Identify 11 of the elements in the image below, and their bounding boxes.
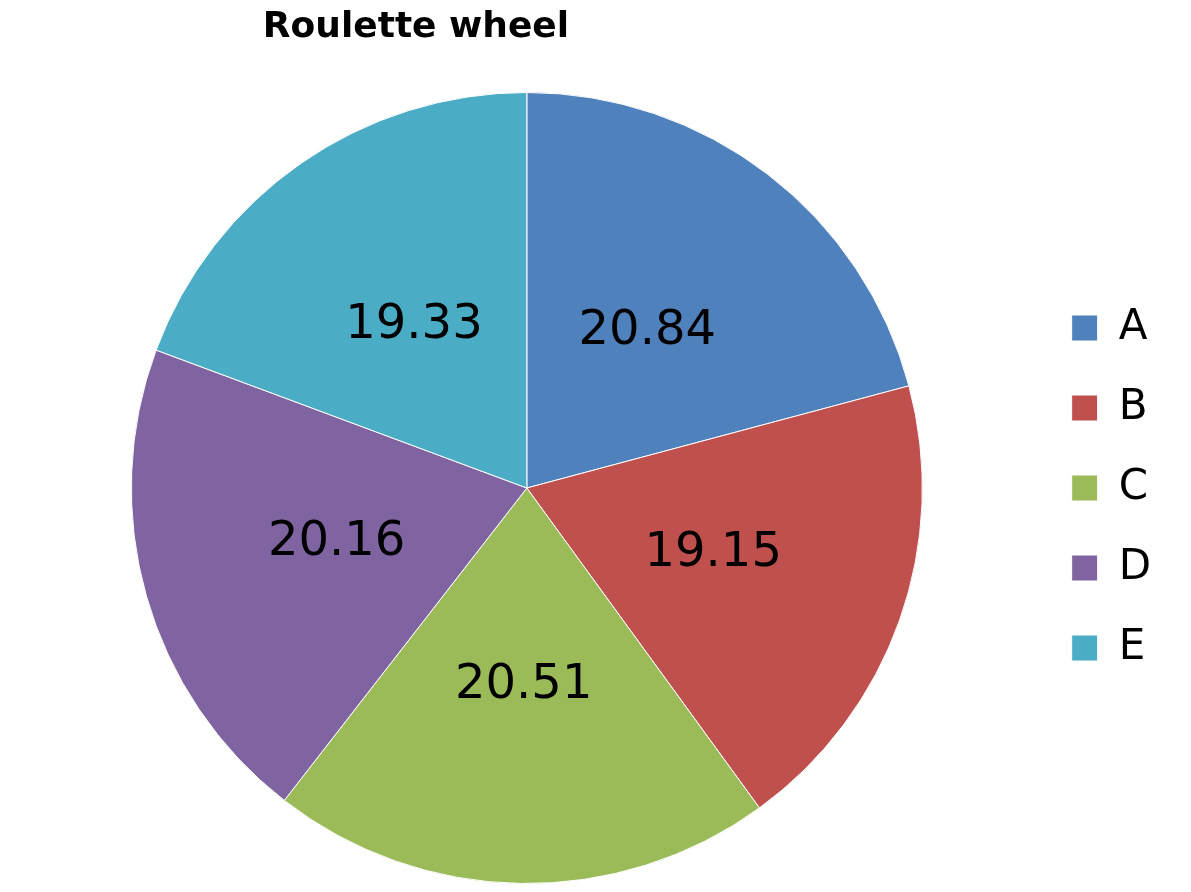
legend-label: E <box>1118 619 1146 669</box>
legend-label: C <box>1118 459 1148 509</box>
legend-label: D <box>1118 539 1151 589</box>
chart-title: Roulette wheel <box>261 4 571 45</box>
data-label: 20.16 <box>267 509 406 566</box>
data-label: 20.51 <box>455 653 593 710</box>
legend-label: B <box>1118 379 1148 429</box>
legend-label: A <box>1118 299 1148 349</box>
data-label: 19.33 <box>345 293 483 350</box>
data-label: 20.84 <box>578 298 716 355</box>
data-label: 19.15 <box>644 521 782 578</box>
